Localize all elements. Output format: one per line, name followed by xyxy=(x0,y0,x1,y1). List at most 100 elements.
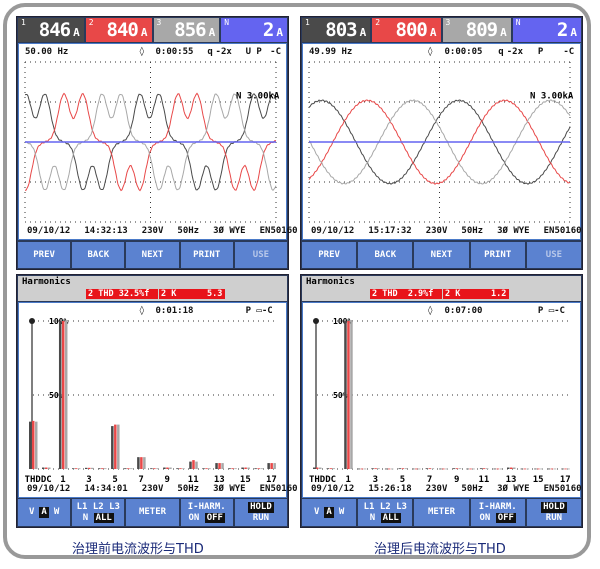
reading-phase-1: 1 803 A xyxy=(302,18,371,42)
phase-row-2: N ALL xyxy=(82,512,114,524)
softkey-phase-select[interactable]: L1 L2 L3 N ALL xyxy=(72,499,125,526)
softkey-prev[interactable]: PREV xyxy=(18,242,71,268)
footer-config: 3Ø WYE xyxy=(497,226,530,236)
bar-16-L2 xyxy=(257,468,260,470)
footer-date: 09/10/12 xyxy=(27,484,71,494)
bar-DC-L2 xyxy=(45,467,48,469)
bar-12-L1 xyxy=(493,468,496,470)
mode-w: W xyxy=(53,507,60,517)
reading-value: 840 xyxy=(106,19,139,41)
softkey-back[interactable]: BACK xyxy=(358,242,413,268)
bar-15-L3 xyxy=(540,468,543,470)
power-plug-icon: -C xyxy=(270,47,281,57)
bar-8-L3 xyxy=(156,468,159,470)
reading-unit: A xyxy=(359,26,367,39)
scope-panel-after: 1 803 A 2 800 A 3 809 A N 2 A 49.99 Hz ◊ 0:00:05 q -2x P -… xyxy=(300,16,583,270)
waveform-screen: 50.00 Hz ◊ 0:00:55 q -2x U P -C N 3.00kA 09/10/1… xyxy=(18,43,298,240)
bar-16-L3 xyxy=(553,468,557,470)
softkey-i-harm[interactable]: I-HARM. ON OFF xyxy=(470,499,525,526)
timer-readout: 0:01:18 xyxy=(155,306,194,316)
bar-17-L3 xyxy=(273,463,276,469)
zoom-icon: q xyxy=(207,47,213,57)
softkey-label: BACK xyxy=(374,249,397,260)
softkey-label: PREV xyxy=(318,249,340,260)
softkey-use[interactable]: USE xyxy=(526,242,582,268)
bar-2-L2 xyxy=(74,468,78,470)
softkey-label: BACK xyxy=(87,249,110,260)
reading-value: 2 xyxy=(262,19,274,41)
option-run: RUN xyxy=(252,512,270,523)
reading-unit: A xyxy=(276,26,283,39)
softkey-print[interactable]: PRINT xyxy=(470,242,525,268)
softkey-print[interactable]: PRINT xyxy=(180,242,233,268)
timer-readout: 0:00:55 xyxy=(155,47,194,57)
bar-10-L2 xyxy=(469,468,472,470)
softkey-hold-run[interactable]: HOLD RUN xyxy=(526,499,582,526)
reading-value: 803 xyxy=(325,19,357,41)
bar-8-L1 xyxy=(150,468,153,470)
harmonics-bar-chart: 100%50%THDDC 1 3 5 7 9 11 13 15 17 xyxy=(25,317,277,485)
mode-w: W xyxy=(338,507,345,517)
phase-2-waveform xyxy=(308,99,571,185)
softkey-next[interactable]: NEXT xyxy=(126,242,179,268)
bar-4-L1 xyxy=(384,468,388,470)
bar-13-L2 xyxy=(510,467,513,469)
bar-THD-L2 xyxy=(316,467,319,469)
softkey-label: USE xyxy=(545,249,563,260)
y-tick-label: 100% xyxy=(49,317,68,326)
softkey-meter[interactable]: METER xyxy=(126,499,179,526)
softkey-phase-select[interactable]: L1 L2 L3 N ALL xyxy=(358,499,413,526)
cursor-handle[interactable] xyxy=(313,318,319,324)
softkey-next[interactable]: NEXT xyxy=(414,242,469,268)
softkey-label: METER xyxy=(138,507,167,517)
bar-4-L2 xyxy=(387,468,391,470)
softkey-bar: V A W L1 L2 L3 N ALL METER I-HARM. ON OFF HOLD RU… xyxy=(302,499,582,526)
reading-unit: A xyxy=(429,26,437,39)
bar-1-L2 xyxy=(61,321,65,469)
frequency-readout: 49.99 Hz xyxy=(309,47,353,57)
phase-3-waveform xyxy=(24,93,277,191)
status-footer: 09/10/12 14:34:01 230V 50Hz 3Ø WYE EN50160 xyxy=(27,484,298,494)
softkey-hold-run[interactable]: HOLD RUN xyxy=(234,499,288,526)
softkey-prev[interactable]: PREV xyxy=(302,242,357,268)
timer-icon: ◊ xyxy=(139,47,145,57)
footer-standard: EN50160 xyxy=(259,226,298,236)
reading-unit: A xyxy=(570,26,577,39)
cursor-handle[interactable] xyxy=(29,318,35,324)
bar-15-L2 xyxy=(537,468,540,470)
x-tick-label: 11 xyxy=(478,475,489,485)
phase-1-waveform xyxy=(308,99,571,185)
softkey-use[interactable]: USE xyxy=(234,242,288,268)
footer-voltage: 230V xyxy=(425,484,448,494)
phase-n: N xyxy=(82,512,89,523)
bar-16-L1 xyxy=(547,468,551,470)
softkey-i-harm[interactable]: I-HARM. ON OFF xyxy=(180,499,233,526)
phase-options: L1 L2 L3 xyxy=(363,501,407,512)
x-tick-label: 7 xyxy=(427,475,432,485)
reading-value: 856 xyxy=(174,19,206,41)
timer-icon: ◊ xyxy=(427,306,433,316)
channel-label: 3 xyxy=(445,18,451,27)
bar-11-L3 xyxy=(195,461,198,469)
readings-header: 1 803 A 2 800 A 3 809 A N 2 A xyxy=(302,18,581,42)
bar-12-L3 xyxy=(499,468,502,470)
reading-phase-2: 2 840 A xyxy=(85,18,152,42)
bar-8-L3 xyxy=(445,468,448,470)
softkey-meter[interactable]: METER xyxy=(414,499,469,526)
softkey-back[interactable]: BACK xyxy=(72,242,125,268)
bar-17-L1 xyxy=(561,468,564,470)
option-on: ON xyxy=(479,512,491,523)
y-tick-label: 50% xyxy=(49,391,64,400)
option-on: ON xyxy=(188,512,200,523)
phase-options: L1 L2 L3 xyxy=(76,501,120,512)
bar-7-L2 xyxy=(428,468,432,470)
x-tick-label: 17 xyxy=(560,475,571,485)
frequency-readout: 50.00 Hz xyxy=(25,47,69,57)
y-tick-label: 100% xyxy=(333,317,352,326)
bar-5-L3 xyxy=(404,468,407,470)
harmonics-panel-after: Harmonics 2 THD 2.9%f 2 K 1.2 ◊ 0:07:00 P ▭-C… xyxy=(300,274,583,528)
bar-16-L1 xyxy=(254,468,257,470)
